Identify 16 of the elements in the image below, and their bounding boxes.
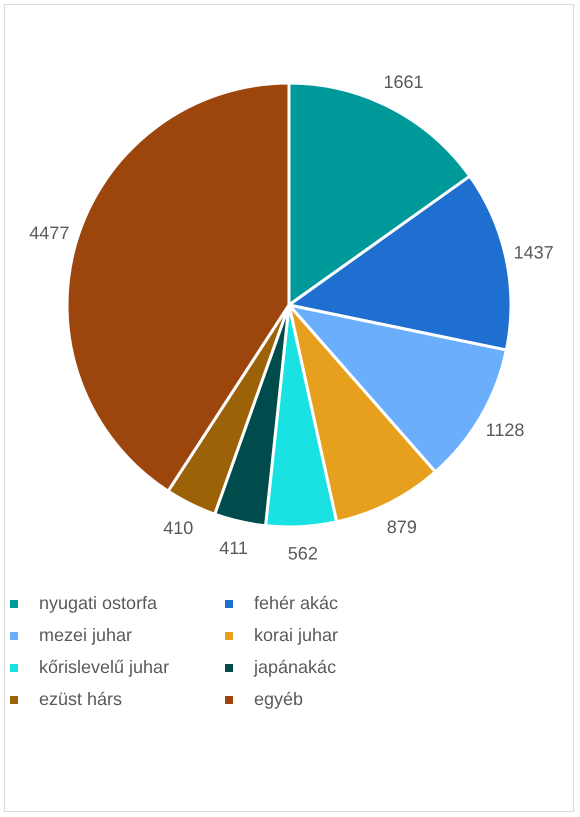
legend-label: korai juhar [254, 625, 338, 645]
data-label: 1661 [384, 72, 424, 92]
data-label: 1437 [514, 242, 554, 263]
legend-label: japánakác [253, 657, 336, 677]
legend-label: egyéb [254, 689, 304, 709]
data-label: 410 [163, 518, 194, 538]
data-label: 4477 [29, 222, 70, 243]
data-label: 411 [219, 538, 248, 558]
data-label: 1128 [486, 420, 524, 440]
legend-label: kőrislevelű juhar [39, 657, 170, 677]
legend-label: nyugati ostorfa [39, 593, 158, 613]
legend-label: ezüst hárs [39, 689, 122, 709]
legend-label: mezei juhar [39, 625, 132, 645]
legend-label: fehér akác [254, 593, 338, 613]
data-label: 562 [288, 544, 318, 564]
data-label: 879 [386, 517, 417, 538]
